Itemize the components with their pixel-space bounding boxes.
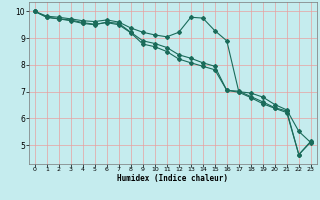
X-axis label: Humidex (Indice chaleur): Humidex (Indice chaleur) — [117, 174, 228, 183]
